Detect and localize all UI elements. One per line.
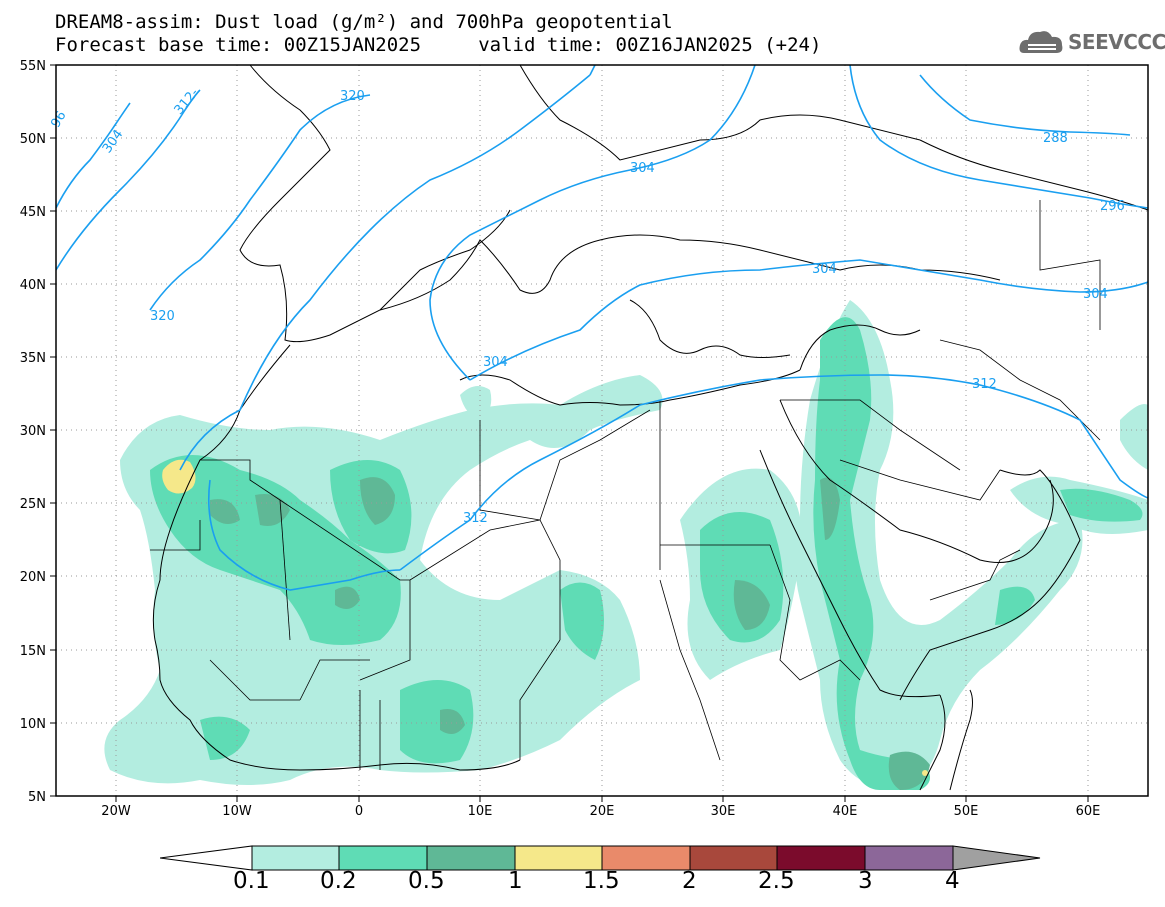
geopotential-contours: [55, 64, 1149, 591]
contour-label: 304: [812, 262, 837, 277]
contour-label: 304: [1083, 287, 1108, 302]
lat-label: 50N: [20, 132, 46, 147]
colorbar-label: 1.5: [583, 868, 620, 894]
lat-label: 15N: [20, 644, 46, 659]
colorbar-swatch: [601, 845, 691, 871]
colorbar-label: 0.5: [408, 868, 445, 894]
longitude-labels: 20W 10W 0 10E 20E 30E 40E 50E 60E: [101, 804, 1100, 819]
lat-label: 25N: [20, 497, 46, 512]
colorbar-label: 3: [858, 868, 873, 894]
lat-label: 40N: [20, 278, 46, 293]
colorbar-swatch: [689, 845, 778, 871]
colorbar-lower-arrow: [160, 845, 253, 871]
contour-label: 320: [150, 309, 175, 324]
axis-ticks: [50, 64, 1089, 802]
colorbar-swatch: [338, 845, 428, 871]
logo-text: SEEVCCC: [1068, 30, 1165, 54]
country-borders: [150, 200, 1101, 770]
forecast-times: Forecast base time: 00Z15JAN2025 valid t…: [55, 34, 822, 56]
lat-label: 55N: [20, 59, 46, 74]
colorbar-label: 2: [682, 868, 697, 894]
coastlines: [152, 64, 1149, 791]
colorbar-swatch: [251, 845, 340, 871]
colorbar-label: 1: [508, 868, 523, 894]
lat-label: 10N: [20, 717, 46, 732]
contour-label: 288: [1043, 131, 1068, 146]
lon-label: 10E: [468, 804, 493, 819]
lon-label: 20E: [590, 804, 615, 819]
latitude-labels: 55N 50N 45N 40N 35N 30N 25N 20N 15N 10N …: [20, 59, 46, 805]
colorbar-swatch: [864, 845, 954, 871]
dust-level-0.5: [210, 477, 930, 790]
colorbar-label: 0.1: [233, 868, 270, 894]
dust-level-1-spot: [922, 770, 928, 776]
colorbar: [160, 845, 1041, 871]
lon-label: 10W: [222, 804, 252, 819]
contour-label: 296: [1100, 199, 1125, 214]
colorbar-label: 4: [945, 868, 960, 894]
lat-label: 45N: [20, 205, 46, 220]
lon-label: 60E: [1076, 804, 1101, 819]
graticule: [56, 65, 1148, 796]
contour-label: 312: [972, 377, 997, 392]
colorbar-label: 2.5: [758, 868, 795, 894]
dust-level-1: [162, 459, 196, 494]
seevccc-logo: SEEVCCC: [1018, 25, 1165, 59]
lat-label: 30N: [20, 424, 46, 439]
colorbar-swatch: [776, 845, 866, 871]
lat-label: 35N: [20, 351, 46, 366]
contour-label: 96: [48, 109, 69, 131]
contour-label: 312: [463, 511, 488, 526]
lon-label: 30E: [711, 804, 736, 819]
cloud-icon: [1019, 31, 1063, 53]
contour-label: 320: [340, 89, 365, 104]
colorbar-swatch: [514, 845, 603, 871]
lon-label: 0: [355, 804, 363, 819]
colorbar-upper-arrow: [952, 845, 1041, 871]
map-title: DREAM8-assim: Dust load (g/m²) and 700hP…: [55, 11, 673, 33]
lon-label: 50E: [954, 804, 979, 819]
lat-label: 20N: [20, 570, 46, 585]
contour-labels: 304 312- 320 320 304 288 296 304 304 304…: [48, 85, 1125, 526]
lon-label: 40E: [833, 804, 858, 819]
colorbar-label: 0.2: [320, 868, 357, 894]
contour-label: 304: [483, 355, 508, 370]
colorbar-swatch: [426, 845, 516, 871]
contour-label: 304: [630, 161, 655, 176]
lon-label: 20W: [101, 804, 131, 819]
lat-label: 5N: [28, 790, 46, 805]
